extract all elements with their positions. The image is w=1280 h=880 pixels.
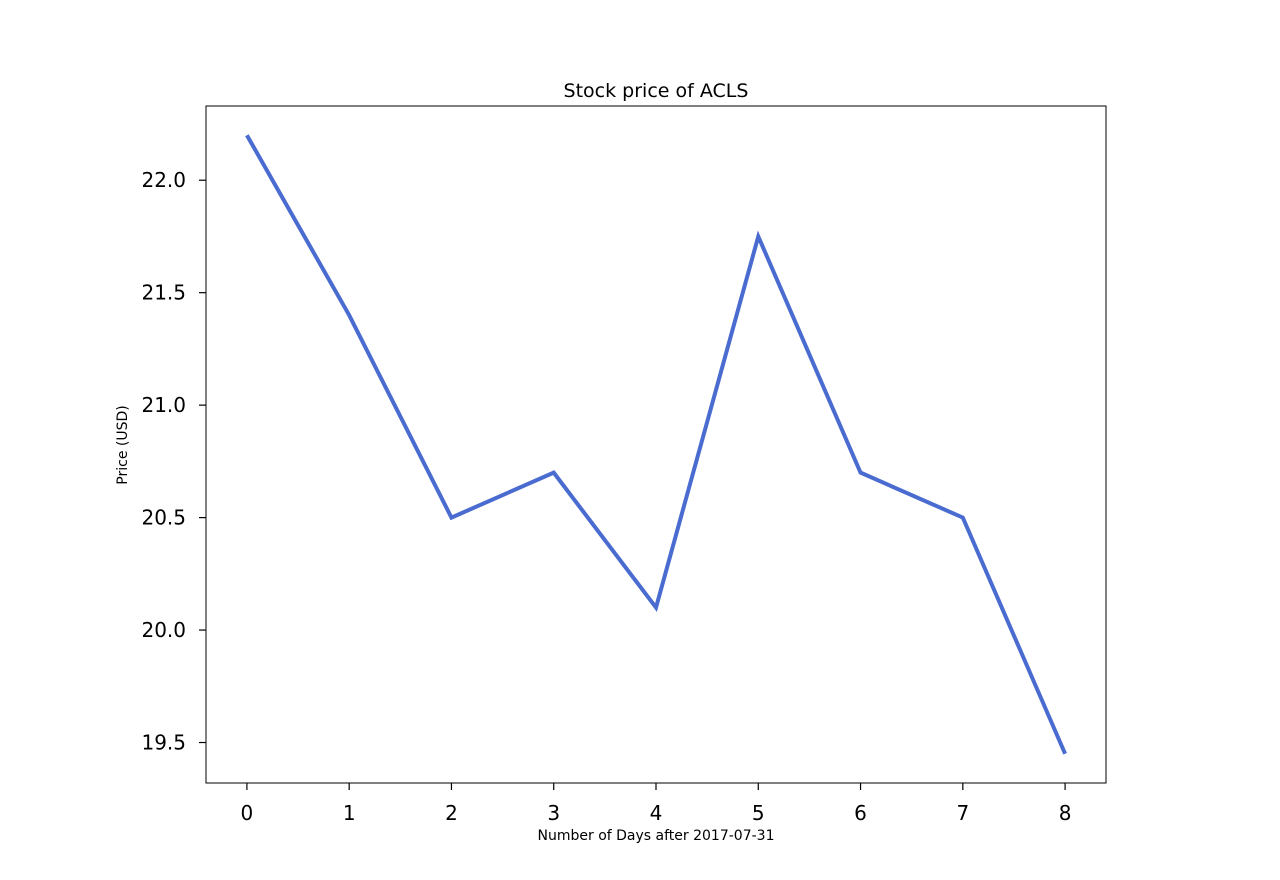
y-tick-label: 20.5 xyxy=(141,506,186,530)
x-axis: 0 1 2 3 4 5 6 7 8 xyxy=(241,783,1072,825)
x-tick-label: 0 xyxy=(241,801,254,825)
x-tick-label: 2 xyxy=(445,801,458,825)
x-tick-label: 7 xyxy=(956,801,969,825)
y-tick-label: 20.0 xyxy=(141,618,186,642)
y-tick-label: 21.5 xyxy=(141,281,186,305)
series-line xyxy=(245,134,1067,755)
x-axis-label: Number of Days after 2017-07-31 xyxy=(538,828,775,844)
y-tick-label: 22.0 xyxy=(141,168,186,192)
x-tick-label: 8 xyxy=(1059,801,1072,825)
y-tick-label: 21.0 xyxy=(141,393,186,417)
x-tick-label: 4 xyxy=(650,801,663,825)
x-tick-label: 1 xyxy=(343,801,356,825)
y-axis-label: Price (USD) xyxy=(115,405,131,484)
y-tick-label: 19.5 xyxy=(141,731,186,755)
x-tick-label: 5 xyxy=(752,801,765,825)
y-axis: 19.5 20.0 20.5 21.0 21.5 22.0 xyxy=(141,168,206,755)
x-tick-label: 3 xyxy=(547,801,560,825)
x-tick-label: 6 xyxy=(854,801,867,825)
chart-title: Stock price of ACLS xyxy=(564,80,749,102)
